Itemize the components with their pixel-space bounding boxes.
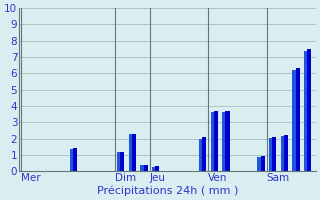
Bar [73, 148, 77, 171]
Bar [222, 112, 229, 171]
Bar [70, 149, 76, 171]
Bar [132, 134, 136, 171]
Bar [226, 111, 229, 171]
Bar [144, 165, 148, 171]
Bar [129, 134, 135, 171]
Bar [260, 156, 265, 171]
Bar [152, 167, 158, 171]
Bar [120, 152, 124, 171]
Bar [269, 138, 276, 171]
Bar [296, 68, 300, 171]
Bar [304, 51, 311, 171]
X-axis label: Précipitations 24h ( mm ): Précipitations 24h ( mm ) [97, 185, 238, 196]
Bar [202, 137, 206, 171]
Bar [257, 157, 264, 171]
Bar [155, 166, 159, 171]
Bar [199, 139, 205, 171]
Bar [214, 111, 218, 171]
Bar [281, 136, 287, 171]
Bar [140, 165, 147, 171]
Bar [272, 137, 276, 171]
Bar [211, 112, 217, 171]
Bar [284, 135, 288, 171]
Bar [307, 49, 311, 171]
Bar [292, 70, 299, 171]
Bar [117, 152, 124, 171]
